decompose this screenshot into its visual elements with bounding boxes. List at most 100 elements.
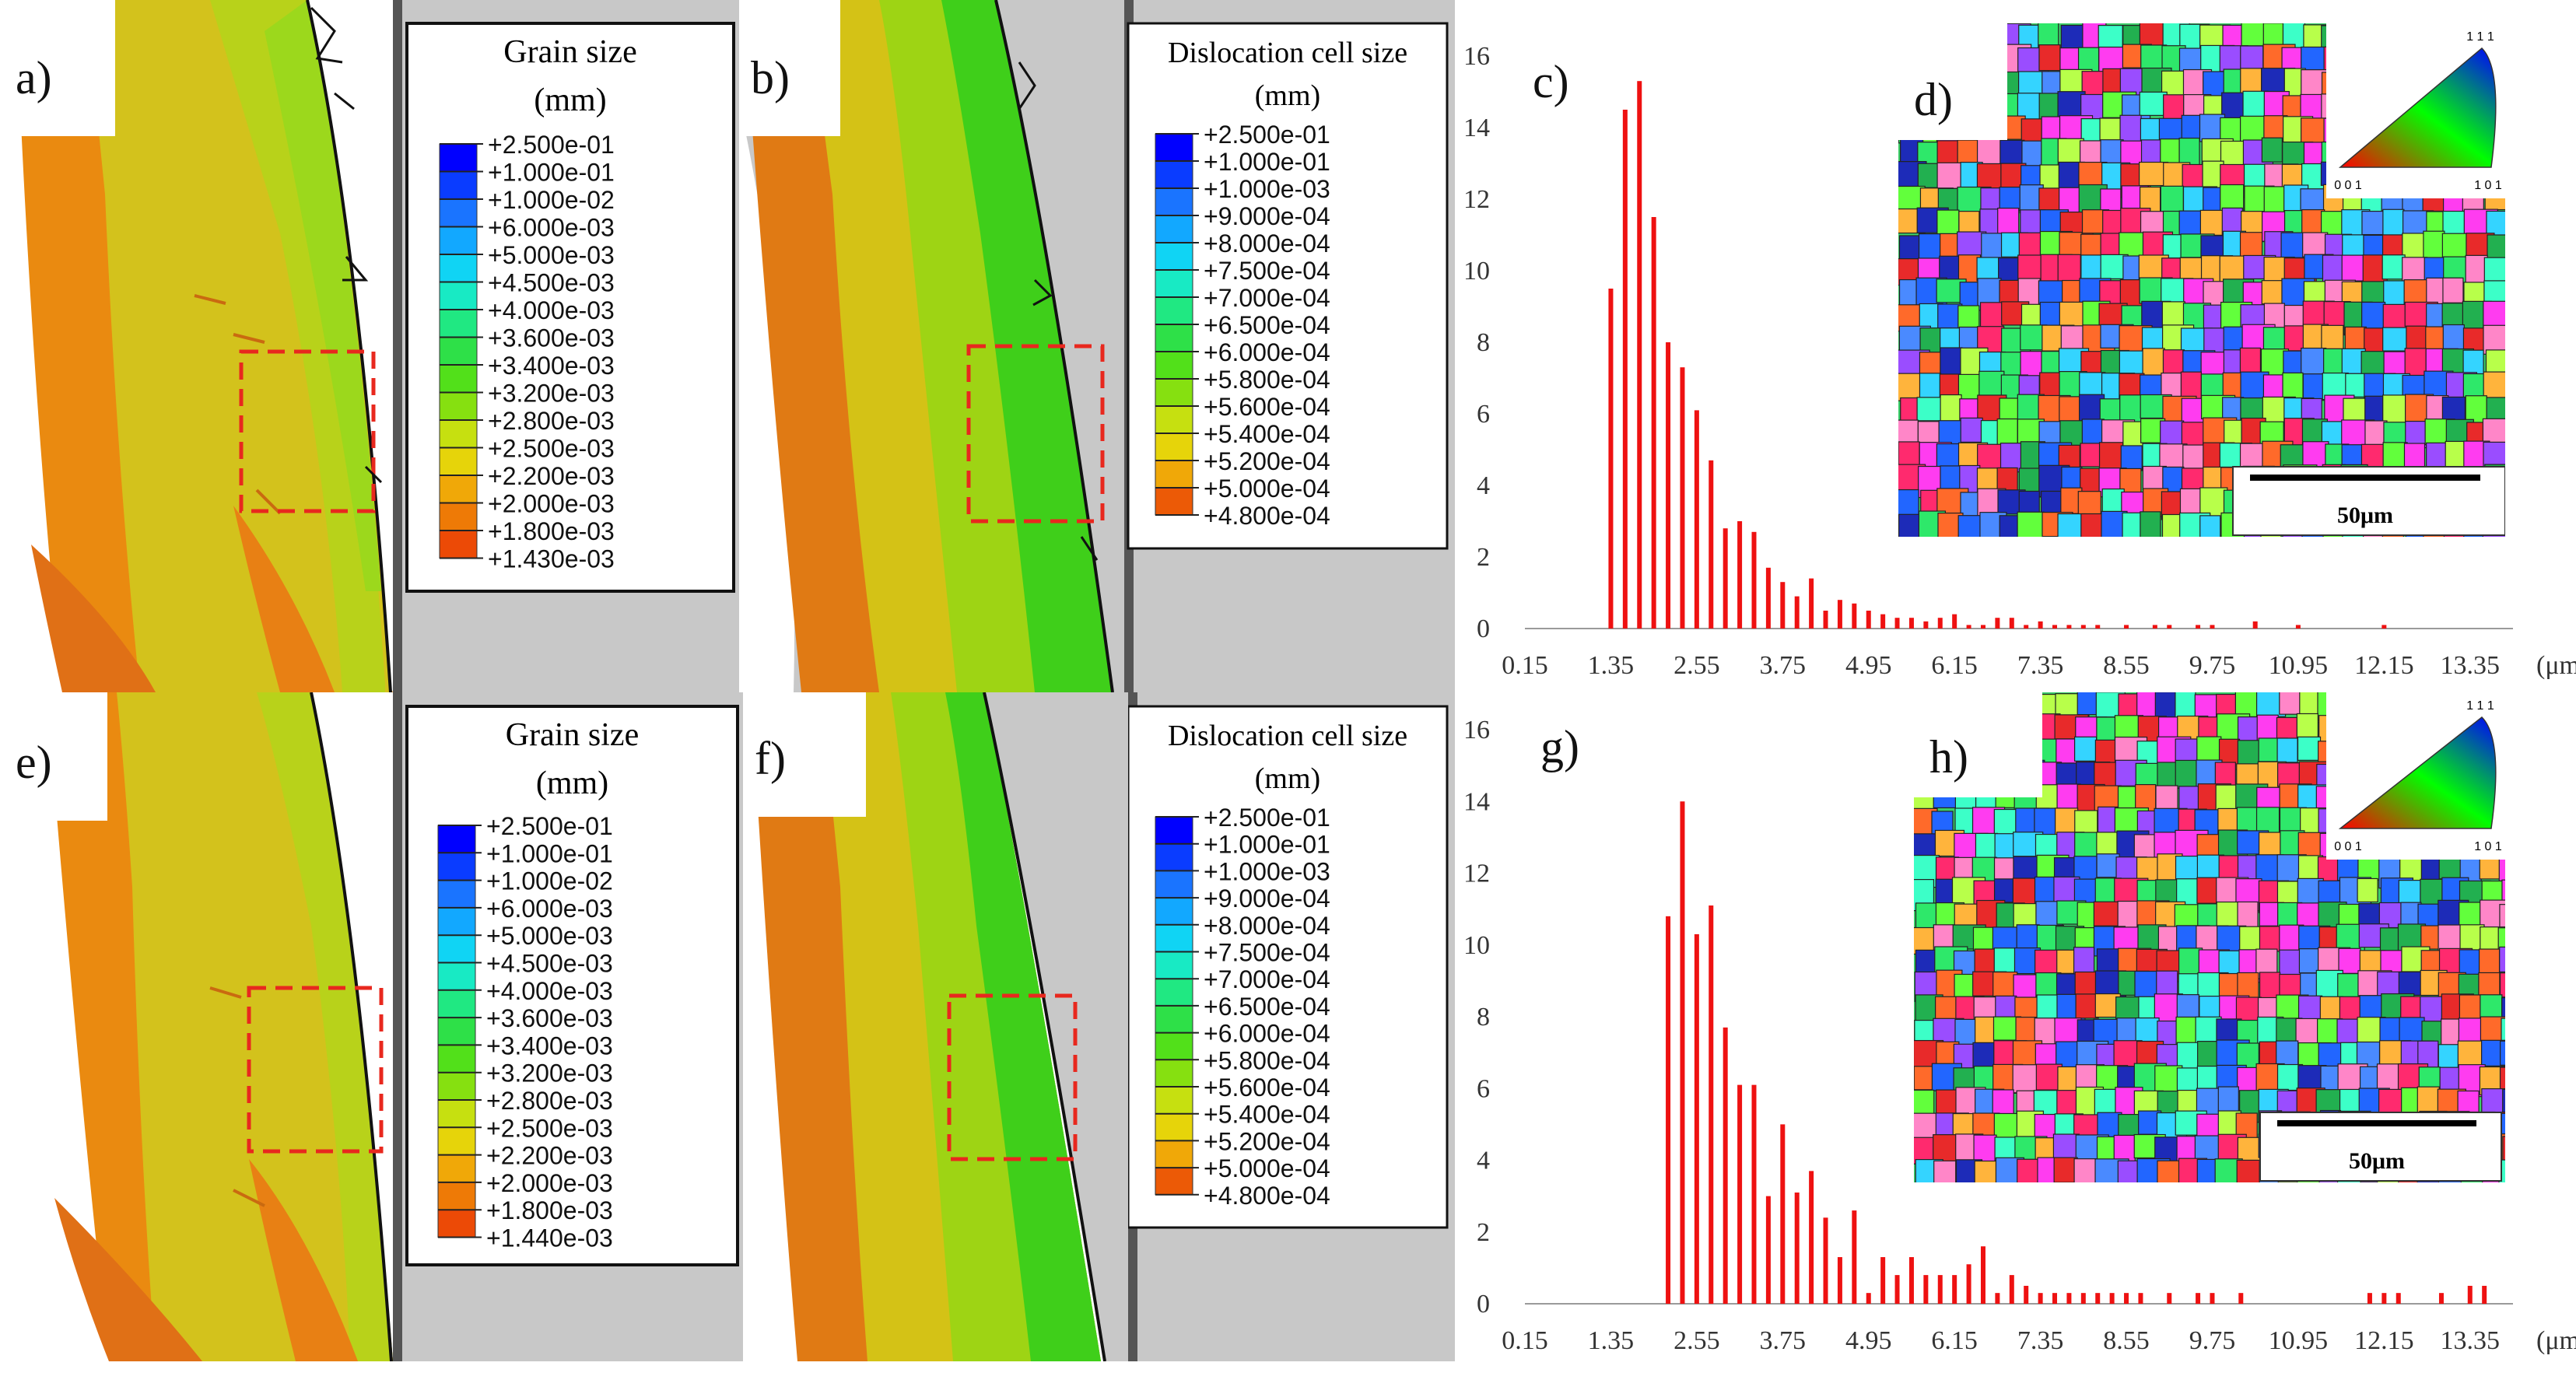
y-tick-label: 2 [1477, 543, 1490, 572]
legend-value: +2.200e-03 [488, 462, 615, 490]
legend-swatch [1155, 1059, 1193, 1088]
y-tick-label: 8 [1477, 1003, 1490, 1031]
histogram-bar [1823, 611, 1828, 629]
legend-value: +6.000e-03 [486, 895, 613, 923]
legend-swatch [1155, 242, 1193, 271]
histogram-bar [1908, 618, 1914, 629]
panel-h-label: h) [1929, 731, 1968, 783]
histogram-bar [2080, 1293, 2086, 1304]
legend-value: +5.000e-04 [1204, 475, 1330, 503]
histogram-bar [2109, 1293, 2115, 1304]
histogram-bar [1780, 582, 1786, 629]
legend-value: +2.000e-03 [488, 490, 615, 518]
x-tick-label: 9.75 [2189, 651, 2236, 680]
histogram-bar [1680, 367, 1685, 629]
legend-value: +1.000e-01 [488, 159, 615, 187]
legend-swatch [437, 852, 476, 881]
histogram-bar [1608, 289, 1614, 629]
legend-swatch [1155, 951, 1193, 979]
legend-swatch [439, 198, 478, 227]
legend-swatch [439, 419, 478, 448]
ipf-color-key [2338, 47, 2497, 168]
histogram-bar [1694, 933, 1699, 1304]
legend-swatch [439, 475, 478, 503]
histogram-bar [1765, 567, 1771, 629]
histogram-bar [1923, 621, 1929, 629]
legend-value: +5.000e-04 [1204, 1154, 1330, 1182]
panel-g-label: g) [1540, 721, 1579, 772]
ipf-corner-label: 0 0 1 [2334, 179, 2362, 192]
histogram-bar [1723, 1027, 1728, 1304]
x-axis-unit: (μm) [2536, 651, 2576, 680]
x-tick-label: 1.35 [1588, 651, 1635, 680]
legend-swatch [439, 503, 478, 531]
histogram-bar [1937, 618, 1943, 629]
grain-size-legend-top: Grain size (mm) +2.500e-01+1.000e-01+1.000… [393, 0, 739, 692]
dislocation-cell-size-legend-top: Dislocation cell size(mm)+2.500e-01+1.00… [1124, 0, 1455, 692]
histogram-bar [2196, 1293, 2201, 1304]
y-tick-label: 6 [1477, 1074, 1490, 1103]
histogram-bar [1894, 618, 1900, 629]
ipf-corner-label: 1 0 1 [2474, 179, 2502, 192]
legend-swatch [437, 907, 476, 936]
ipf-corner-label: 1 1 1 [2466, 699, 2494, 713]
legend-value: +4.800e-04 [1204, 1182, 1330, 1210]
y-tick-label: 16 [1463, 716, 1490, 744]
panel-d-label: d) [1914, 74, 1953, 125]
legend-value: +7.000e-04 [1204, 284, 1330, 312]
legend-swatch [439, 447, 478, 476]
y-tick-label: 10 [1463, 257, 1490, 285]
legend-swatch [1155, 870, 1193, 898]
x-tick-label: 8.55 [2103, 1326, 2150, 1355]
legend-swatch [1155, 215, 1193, 243]
histogram-bar [1966, 1264, 1971, 1304]
ipf-corner-label: 0 0 1 [2334, 840, 2362, 853]
legend-title: Dislocation cell size [1168, 720, 1407, 752]
histogram-bar [1751, 531, 1757, 629]
panel-e-contour: e) [0, 692, 393, 1361]
legend-swatch [1155, 487, 1193, 516]
legend-value: +7.500e-04 [1204, 257, 1330, 285]
legend-value: +1.430e-03 [488, 545, 615, 573]
legend-title: Grain size [503, 34, 636, 70]
legend-swatch [1155, 433, 1193, 461]
histogram-bar [1709, 905, 1714, 1304]
histogram-bar [1852, 1210, 1857, 1304]
histogram-bar [1666, 916, 1671, 1304]
x-tick-label: 4.95 [1845, 1326, 1892, 1355]
legend-value: +1.000e-02 [486, 867, 613, 895]
legend-value: +1.000e-01 [1204, 831, 1330, 859]
histogram-bar [2210, 625, 2215, 629]
y-tick-label: 14 [1463, 114, 1490, 142]
panel-e-label: e) [16, 737, 52, 788]
histogram-bar [2396, 1293, 2401, 1304]
legend-value: +4.000e-03 [486, 977, 613, 1005]
x-tick-label: 0.15 [1502, 651, 1548, 680]
y-tick-label: 0 [1477, 1290, 1490, 1319]
histogram-bar [2009, 1275, 2014, 1304]
legend-value: +2.800e-03 [486, 1087, 613, 1115]
legend-swatch [1155, 1086, 1193, 1115]
legend-swatch [1155, 816, 1193, 845]
histogram-bar [2367, 1293, 2372, 1304]
legend-value: +5.400e-04 [1204, 1101, 1330, 1129]
histogram-bar [2024, 625, 2029, 629]
histogram-bar [1952, 614, 1957, 629]
legend-swatch [1155, 160, 1193, 189]
legend-swatch [1155, 1032, 1193, 1060]
histogram-bar [1952, 1275, 1957, 1304]
panel-b-contour: b) [739, 0, 1124, 692]
histogram-bar [2252, 621, 2258, 629]
histogram-bar [1980, 625, 1985, 629]
histogram-bar [2167, 1293, 2172, 1304]
histogram-bar [1908, 1257, 1914, 1304]
histogram-bar [2024, 1285, 2029, 1304]
histogram-bar [1866, 1293, 1871, 1304]
histogram-bar [2196, 625, 2201, 629]
histogram-bar [2052, 1293, 2058, 1304]
legend-value: +5.200e-04 [1204, 1127, 1330, 1155]
histogram-bar [2438, 1293, 2444, 1304]
legend-swatch [1155, 1140, 1193, 1168]
x-tick-label: 0.15 [1502, 1326, 1548, 1355]
histogram-bar [2295, 625, 2301, 629]
